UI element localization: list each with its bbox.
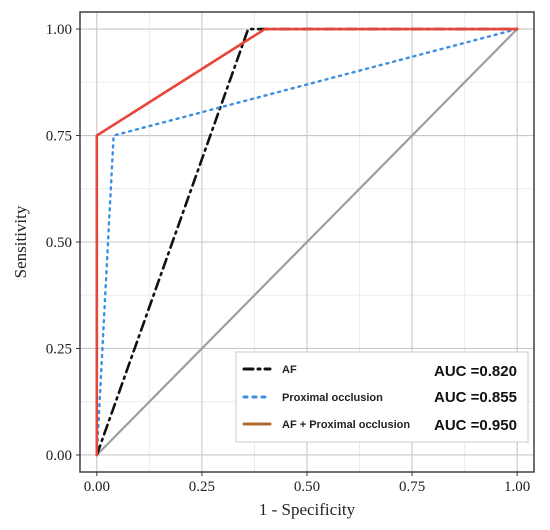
series-line-0 bbox=[95, 27, 519, 457]
legend: AF Proximal occlusion AF + Proximal occlus… bbox=[235, 351, 529, 443]
auc-annotation-af-plus-proximal: AUC =0.950 bbox=[434, 417, 517, 434]
y-axis-title: Sensitivity bbox=[11, 205, 30, 278]
x-tick-label: 0.75 bbox=[399, 479, 425, 495]
x-tick-label: 1.00 bbox=[504, 479, 530, 495]
x-tick-label: 0.25 bbox=[189, 479, 215, 495]
legend-entries: AF Proximal occlusion AF + Proximal occlus… bbox=[242, 364, 410, 431]
series-line-2 bbox=[95, 27, 519, 457]
reference-diagonal-line bbox=[96, 28, 518, 456]
reference-line-group bbox=[96, 28, 518, 456]
x-tick-label: 0.00 bbox=[84, 479, 110, 495]
series-line-1 bbox=[95, 27, 519, 457]
x-tick-label: 0.50 bbox=[294, 479, 320, 495]
y-tick-label: 1.00 bbox=[46, 22, 72, 38]
x-axis-title: 1 - Specificity bbox=[259, 500, 356, 519]
series-group bbox=[95, 27, 519, 457]
legend-label-1: Proximal occlusion bbox=[282, 392, 383, 404]
y-tick-label: 0.00 bbox=[46, 448, 72, 464]
legend-box bbox=[235, 351, 529, 443]
y-tick-label: 0.25 bbox=[46, 341, 72, 357]
auc-annotation-af: AUC =0.820 bbox=[434, 363, 517, 380]
y-tick-label: 0.50 bbox=[46, 235, 72, 251]
y-tick-label: 0.75 bbox=[46, 129, 72, 145]
legend-label-2: AF + Proximal occlusion bbox=[282, 419, 410, 431]
tick-labels: 0.00 0.25 0.50 0.75 1.00 0.00 0.25 0.50 0.75 1.00 bbox=[46, 22, 531, 495]
auc-annotation-proximal-occlusion: AUC =0.855 bbox=[434, 389, 517, 406]
legend-label-0: AF bbox=[282, 364, 297, 376]
